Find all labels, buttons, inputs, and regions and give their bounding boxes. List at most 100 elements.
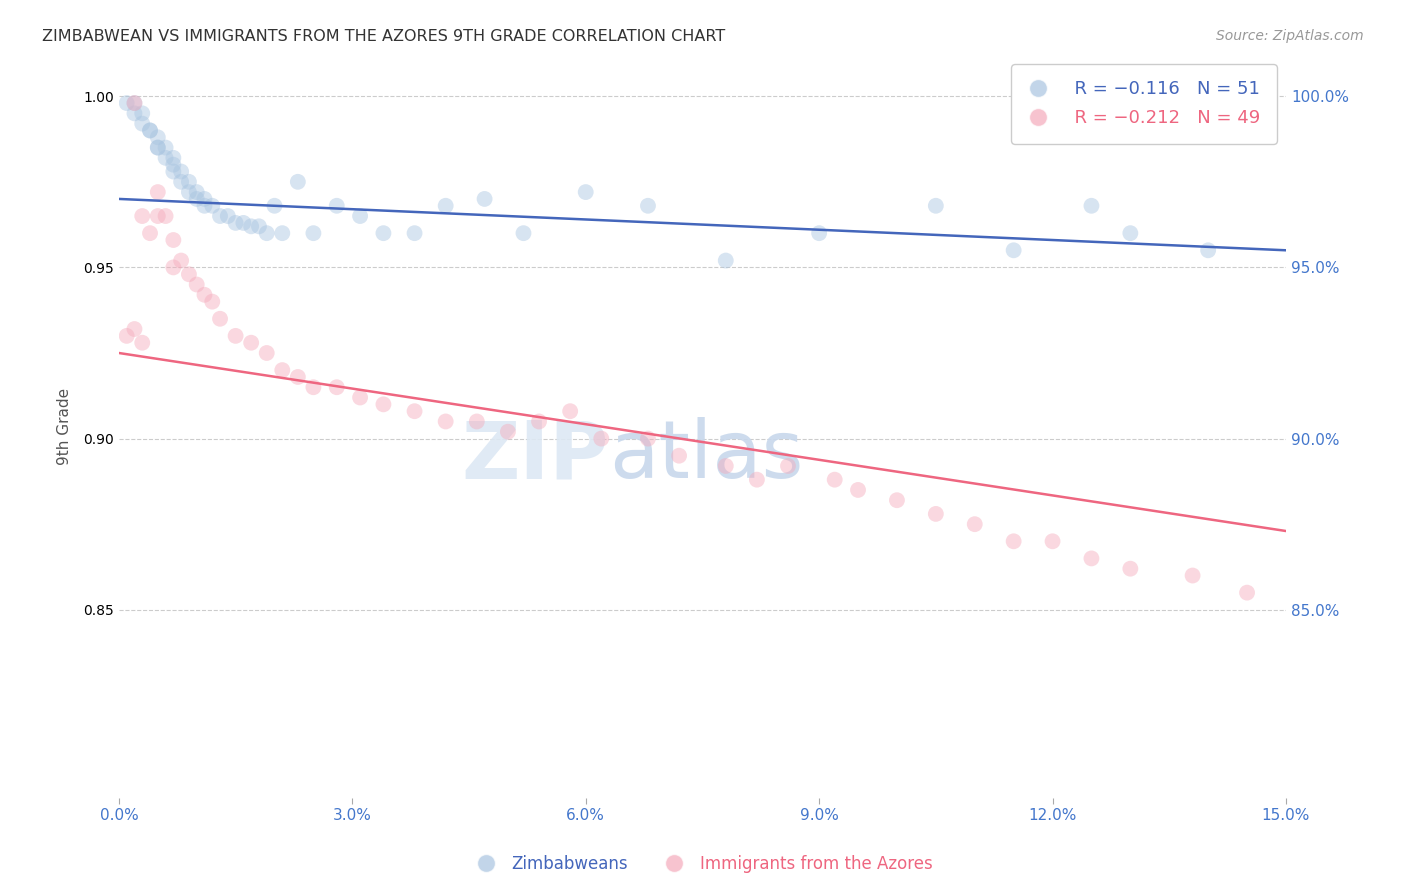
Point — [474, 192, 496, 206]
Point — [124, 96, 146, 111]
Point — [131, 117, 153, 131]
Point — [146, 209, 169, 223]
Point — [115, 96, 138, 111]
Point — [217, 209, 239, 223]
Point — [271, 226, 294, 240]
Point — [373, 397, 395, 411]
Point — [131, 209, 153, 223]
Point — [162, 164, 184, 178]
Point — [139, 226, 162, 240]
Text: ZIMBABWEAN VS IMMIGRANTS FROM THE AZORES 9TH GRADE CORRELATION CHART: ZIMBABWEAN VS IMMIGRANTS FROM THE AZORES… — [42, 29, 725, 44]
Point — [124, 322, 146, 336]
Point — [124, 96, 146, 111]
Point — [193, 192, 215, 206]
Legend: Zimbabweans, Immigrants from the Azores: Zimbabweans, Immigrants from the Azores — [467, 848, 939, 880]
Text: atlas: atlas — [609, 417, 803, 495]
Point — [1080, 199, 1102, 213]
Point — [186, 185, 208, 199]
Point — [225, 216, 247, 230]
Point — [575, 185, 598, 199]
Point — [193, 287, 215, 301]
Point — [326, 199, 349, 213]
Point — [115, 329, 138, 343]
Point — [326, 380, 349, 394]
Point — [186, 277, 208, 292]
Point — [155, 209, 177, 223]
Point — [162, 151, 184, 165]
Point — [1236, 585, 1258, 599]
Point — [247, 219, 270, 234]
Point — [925, 507, 948, 521]
Point — [170, 164, 193, 178]
Point — [209, 209, 232, 223]
Point — [225, 329, 247, 343]
Point — [1197, 244, 1219, 258]
Point — [963, 517, 986, 532]
Point — [925, 199, 948, 213]
Point — [271, 363, 294, 377]
Point — [373, 226, 395, 240]
Point — [527, 414, 550, 428]
Point — [201, 294, 224, 309]
Point — [162, 158, 184, 172]
Point — [146, 140, 169, 154]
Point — [714, 458, 737, 473]
Point — [240, 335, 263, 350]
Point — [349, 209, 371, 223]
Point — [637, 432, 659, 446]
Point — [302, 226, 325, 240]
Point — [209, 311, 232, 326]
Point — [1042, 534, 1064, 549]
Point — [1119, 562, 1142, 576]
Point — [256, 226, 278, 240]
Point — [287, 175, 309, 189]
Point — [146, 140, 169, 154]
Point — [193, 199, 215, 213]
Point — [256, 346, 278, 360]
Point — [745, 473, 768, 487]
Point — [1080, 551, 1102, 566]
Point — [1181, 568, 1204, 582]
Point — [714, 253, 737, 268]
Point — [591, 432, 613, 446]
Point — [349, 391, 371, 405]
Point — [1119, 226, 1142, 240]
Point — [139, 123, 162, 137]
Point — [302, 380, 325, 394]
Point — [232, 216, 254, 230]
Point — [434, 414, 457, 428]
Point — [146, 185, 169, 199]
Point — [434, 199, 457, 213]
Point — [139, 123, 162, 137]
Point — [177, 267, 200, 281]
Text: ZIP: ZIP — [461, 417, 609, 495]
Point — [668, 449, 690, 463]
Point — [776, 458, 799, 473]
Point — [263, 199, 285, 213]
Point — [886, 493, 908, 508]
Point — [1002, 244, 1025, 258]
Point — [131, 106, 153, 120]
Point — [404, 404, 426, 418]
Point — [124, 106, 146, 120]
Point — [287, 370, 309, 384]
Legend:   R = −0.116   N = 51,   R = −0.212   N = 49: R = −0.116 N = 51, R = −0.212 N = 49 — [1011, 64, 1277, 144]
Point — [808, 226, 831, 240]
Y-axis label: 9th Grade: 9th Grade — [58, 388, 72, 465]
Point — [155, 151, 177, 165]
Point — [155, 140, 177, 154]
Point — [146, 130, 169, 145]
Point — [465, 414, 488, 428]
Point — [201, 199, 224, 213]
Point — [560, 404, 582, 418]
Point — [496, 425, 519, 439]
Point — [240, 219, 263, 234]
Point — [404, 226, 426, 240]
Point — [637, 199, 659, 213]
Point — [177, 185, 200, 199]
Point — [170, 253, 193, 268]
Point — [177, 175, 200, 189]
Point — [162, 233, 184, 247]
Point — [131, 335, 153, 350]
Point — [824, 473, 846, 487]
